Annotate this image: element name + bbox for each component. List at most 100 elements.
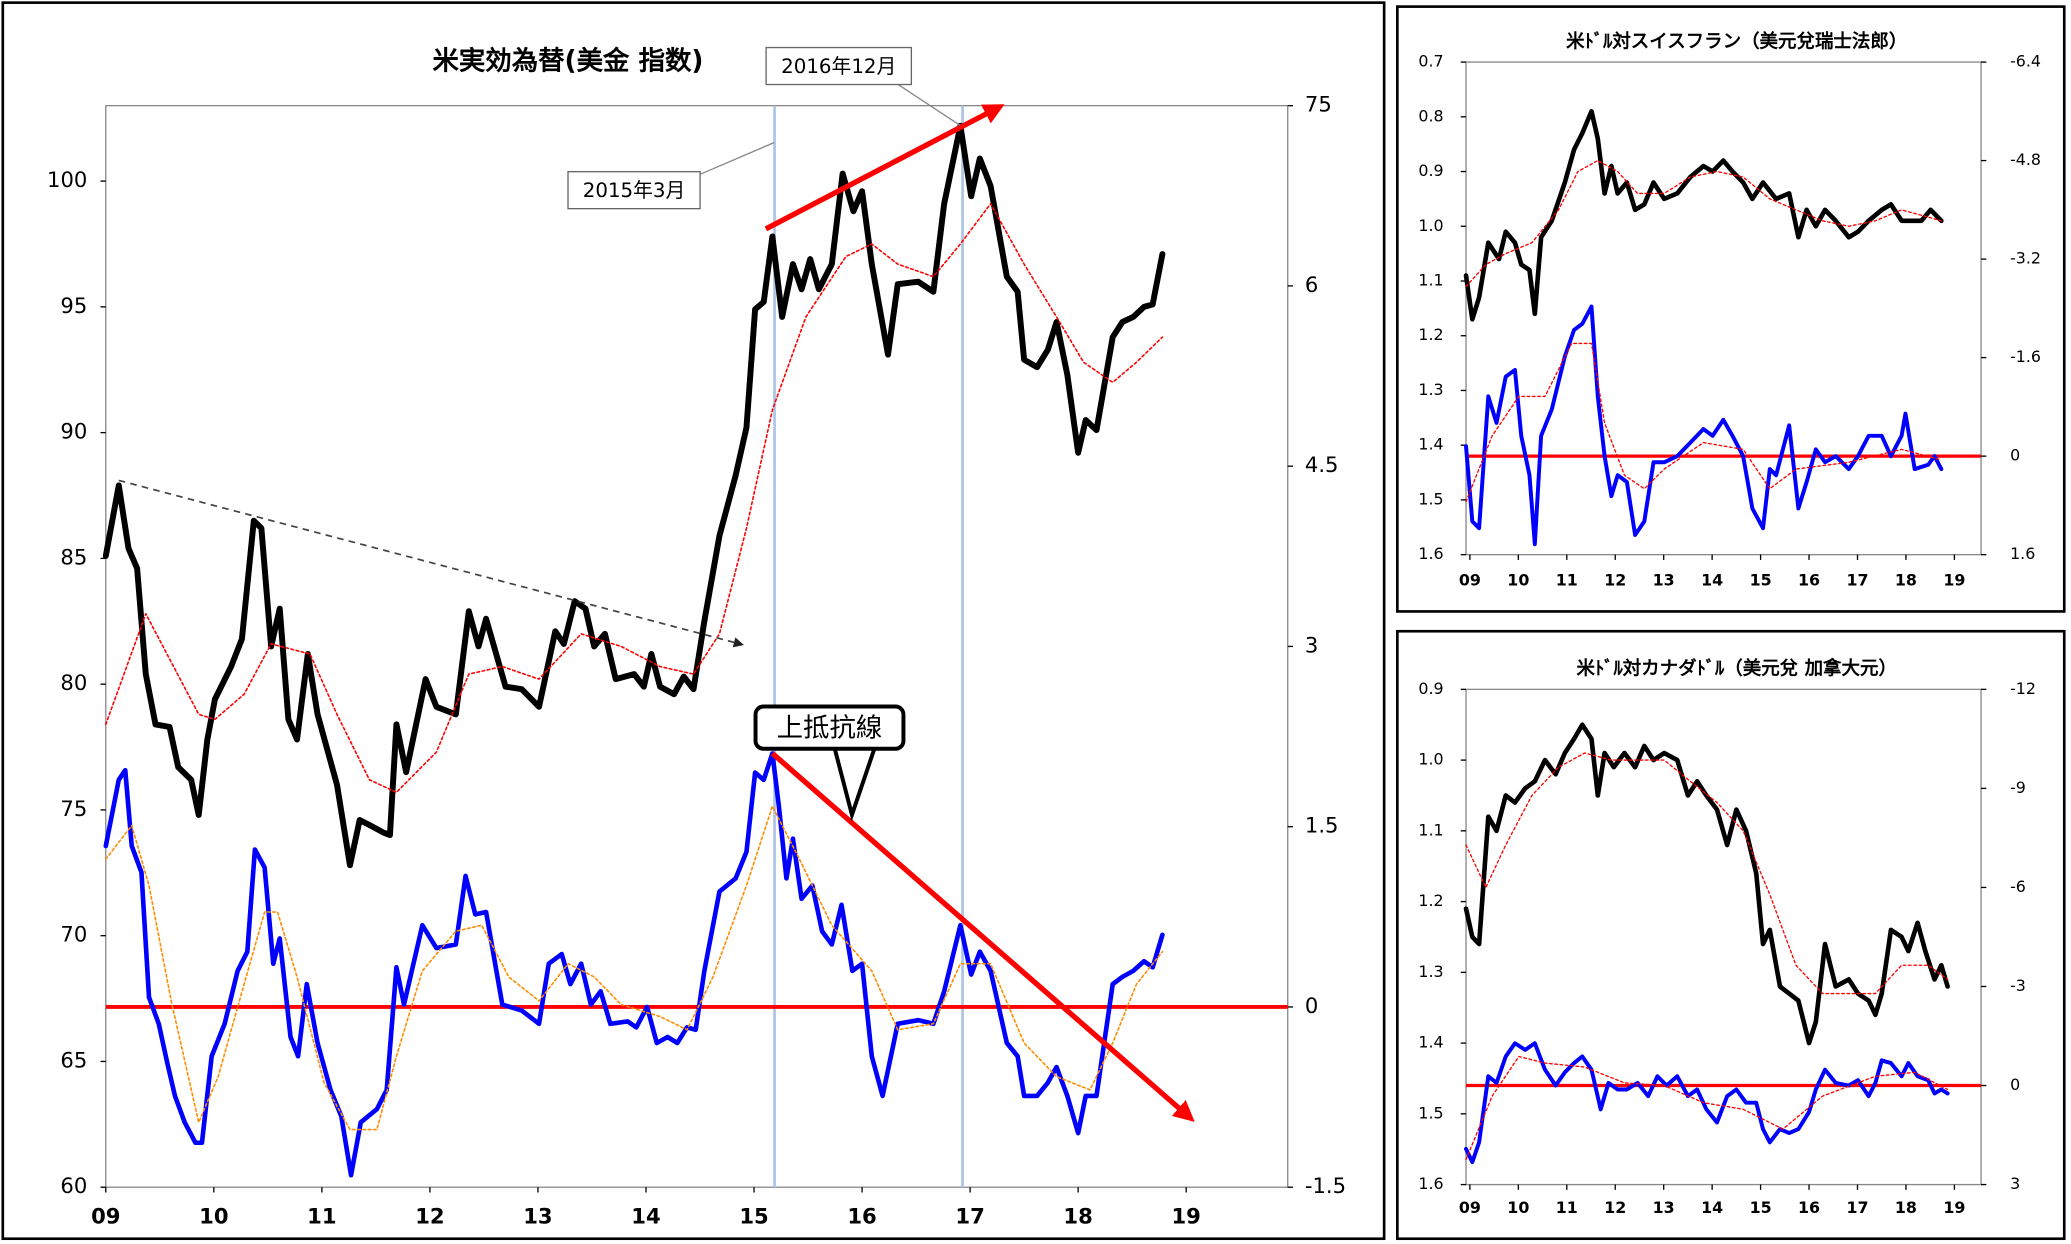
y-tick-label: 1.4 [1418, 1033, 1443, 1052]
y-tick-label: 1.1 [1418, 820, 1443, 839]
y2-tick-label: -12 [2010, 679, 2036, 698]
plot-area [1465, 61, 1982, 556]
y-tick-label: 80 [60, 670, 87, 695]
callout-leader [699, 142, 775, 175]
y-tick-label: 1.5 [1418, 489, 1443, 508]
y2-tick-label: 1.5 [1305, 813, 1339, 838]
x-tick-label: 13 [523, 1204, 552, 1229]
x-tick-label: 12 [1604, 1198, 1626, 1217]
y2-tick-label: 1.6 [2010, 544, 2035, 563]
y2-tick-label: -1.5 [1305, 1173, 1346, 1198]
x-tick-label: 14 [1701, 1198, 1723, 1217]
y-tick-label: 1.2 [1418, 325, 1443, 344]
x-tick-label: 13 [1653, 571, 1675, 590]
series-line [103, 751, 1165, 1178]
x-tick-label: 12 [1604, 571, 1626, 590]
x-tick-label: 11 [1556, 1198, 1578, 1217]
callout-leader [897, 83, 961, 127]
y2-tick-label: 0 [2010, 1075, 2020, 1094]
panel-frame [1396, 629, 2066, 1241]
x-tick-label: 10 [1507, 571, 1529, 590]
y2-tick-label: -6.4 [2010, 52, 2041, 71]
series-line [1463, 109, 1944, 322]
y-tick-label: 90 [60, 419, 87, 444]
series-line [1463, 722, 1950, 1046]
y2-tick-label: 6 [1305, 272, 1318, 297]
y-tick-label: 65 [60, 1047, 87, 1072]
x-tick-label: 14 [631, 1204, 660, 1229]
y2-tick-label: -3 [2010, 976, 2026, 995]
chart-title: 米実効為替(美金 指数) [433, 46, 704, 77]
callout-box [567, 171, 701, 210]
y2-tick-label: 4.5 [1305, 452, 1339, 477]
x-tick-label: 09 [91, 1204, 120, 1229]
y-tick-label: 1.3 [1418, 962, 1443, 981]
chart-title: 米ﾄﾞﾙ対スイスフラン（美元兌瑞士法郎） [1566, 30, 1907, 52]
y2-tick-label: 0 [2010, 446, 2020, 465]
panel-frame [1396, 5, 2066, 613]
y2-tick-label: -4.8 [2010, 150, 2041, 169]
y-tick-label: 70 [60, 922, 87, 947]
series-line [1465, 159, 1942, 288]
series-line [1465, 342, 1942, 503]
x-tick-label: 19 [1171, 1204, 1200, 1229]
series-line [1464, 304, 1944, 547]
x-tick-label: 19 [1943, 571, 1965, 590]
y2-tick-label: 0 [1305, 993, 1318, 1018]
x-tick-label: 18 [1895, 571, 1917, 590]
x-tick-label: 19 [1943, 1198, 1965, 1217]
callout-text: 上抵抗線 [777, 712, 883, 743]
y-tick-label: 1.2 [1418, 891, 1443, 910]
y2-tick-label: 75 [1305, 92, 1332, 117]
x-tick-label: 18 [1063, 1204, 1092, 1229]
y2-tick-label: -6 [2010, 877, 2026, 896]
trend-arrow [118, 479, 744, 648]
x-tick-label: 17 [1846, 1198, 1868, 1217]
plot-area [1465, 688, 1982, 1186]
y-tick-label: 1.3 [1418, 380, 1443, 399]
y-tick-label: 1.1 [1418, 270, 1443, 289]
y-tick-label: 85 [60, 544, 87, 569]
y2-tick-label: 3 [2010, 1174, 2020, 1193]
x-tick-label: 15 [1750, 571, 1772, 590]
y-tick-label: 0.9 [1418, 161, 1443, 180]
y-tick-label: 0.8 [1418, 106, 1443, 125]
x-tick-label: 10 [1507, 1198, 1529, 1217]
y-tick-label: 100 [47, 167, 87, 192]
y-tick-label: 1.0 [1418, 216, 1443, 235]
y-tick-label: 0.7 [1418, 52, 1443, 71]
series-line [105, 202, 1164, 794]
y-tick-label: 1.6 [1418, 544, 1443, 563]
x-tick-label: 11 [307, 1204, 336, 1229]
x-tick-label: 09 [1459, 1198, 1481, 1217]
callout-box [753, 704, 906, 751]
series-line [102, 122, 1166, 869]
chart-title: 米ﾄﾞﾙ対カナダﾄﾞﾙ（美元兌 加拿大元） [1577, 658, 1897, 680]
callout-text: 2016年12月 [781, 55, 896, 78]
x-tick-label: 16 [1798, 571, 1820, 590]
series-line [1465, 752, 1949, 995]
x-tick-label: 13 [1653, 1198, 1675, 1217]
callout-leader [832, 748, 877, 822]
y-tick-label: 1.4 [1418, 435, 1443, 454]
x-tick-label: 18 [1895, 1198, 1917, 1217]
panel-frame [1, 1, 1386, 1241]
y-tick-label: 60 [60, 1173, 87, 1198]
x-tick-label: 09 [1459, 571, 1481, 590]
x-tick-label: 16 [847, 1204, 876, 1229]
series-line [1464, 1041, 1950, 1165]
callout-text: 2015年3月 [583, 179, 686, 202]
x-tick-label: 17 [1846, 571, 1868, 590]
y-tick-label: 0.9 [1418, 679, 1443, 698]
y2-tick-label: 3 [1305, 632, 1318, 657]
trend-arrow [770, 751, 1195, 1122]
series-line [1465, 1055, 1949, 1161]
y2-tick-label: -9 [2010, 778, 2026, 797]
y-tick-label: 1.5 [1418, 1103, 1443, 1122]
y2-tick-label: -3.2 [2010, 249, 2041, 268]
y-tick-label: 1.6 [1418, 1174, 1443, 1193]
x-tick-label: 15 [1750, 1198, 1772, 1217]
